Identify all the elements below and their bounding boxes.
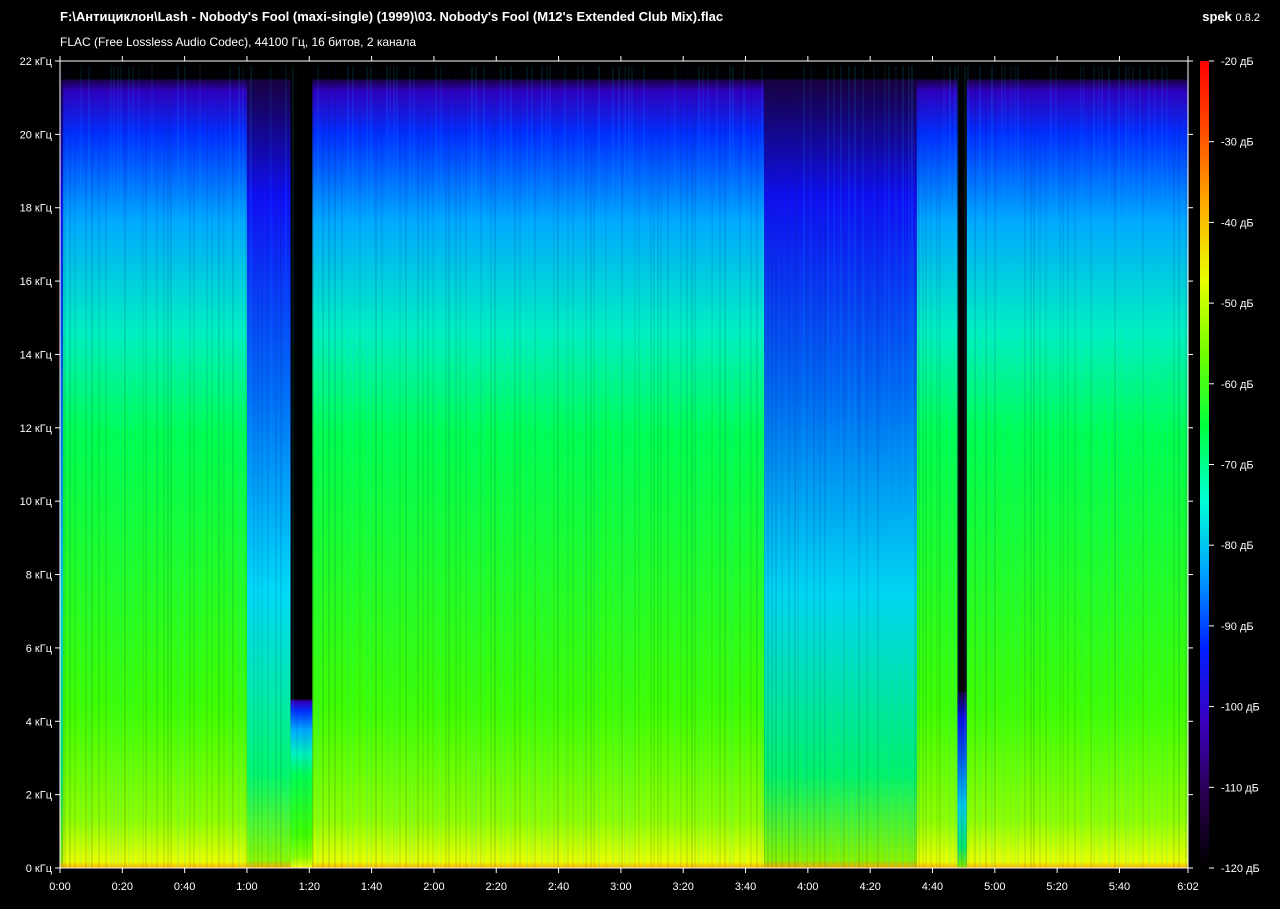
colorbar-tick-label: -110 дБ: [1221, 782, 1259, 794]
colorbar: -20 дБ -30 дБ -40 дБ -50 дБ -60 дБ -70 дБ -80 …: [1200, 56, 1260, 875]
colorbar-tick-label: -80 дБ: [1221, 540, 1254, 552]
plot-frame: [59, 60, 1189, 869]
audio-format-info: FLAC (Free Lossless Audio Codec), 44100 …: [60, 35, 416, 49]
x-tick-label: 1:00: [236, 881, 257, 893]
y-tick-label: 0 кГц: [26, 863, 53, 875]
x-tick-label: 3:00: [610, 881, 631, 893]
x-tick-label: 5:40: [1109, 881, 1130, 893]
x-tick-label: 2:20: [486, 881, 507, 893]
app-name-label: spek 0.8.2: [1202, 9, 1260, 24]
spectral-region-6: [916, 79, 958, 868]
y-tick-label: 16 кГц: [20, 276, 53, 288]
spectral-region-2: [246, 79, 291, 868]
spectral-region-8: [966, 79, 1188, 868]
x-tick-label: 4:00: [797, 881, 818, 893]
file-path-title: F:\Антициклон\Lash - Nobody's Fool (maxi…: [60, 9, 724, 24]
y-tick-label: 4 кГц: [26, 716, 53, 728]
colorbar-tick-label: -100 дБ: [1221, 702, 1260, 714]
colorbar-tick-label: -30 дБ: [1221, 137, 1254, 149]
colorbar-tick-label: -60 дБ: [1221, 379, 1254, 391]
y-tick-label: 14 кГц: [20, 349, 53, 361]
y-tick-label: 12 кГц: [20, 423, 53, 435]
colorbar-tick-label: -40 дБ: [1221, 217, 1254, 229]
spectral-region-3: [290, 699, 313, 868]
x-tick-label: 2:00: [423, 881, 444, 893]
y-tick-label: 22 кГц: [20, 56, 53, 68]
x-tick-label: 0:00: [49, 881, 70, 893]
spectral-region-0: [60, 79, 64, 868]
x-tick-label: 3:20: [672, 881, 693, 893]
app-version: 0.8.2: [1235, 12, 1260, 24]
x-tick-label: 2:40: [548, 881, 569, 893]
x-tick-label: 5:00: [984, 881, 1005, 893]
y-tick-label: 10 кГц: [20, 496, 53, 508]
y-tick-label: 18 кГц: [20, 203, 53, 215]
spectral-region-4: [312, 79, 765, 868]
x-tick-label: 1:40: [361, 881, 382, 893]
colorbar-tick-label: -50 дБ: [1221, 298, 1254, 310]
x-tick-label: 1:20: [299, 881, 320, 893]
app-name: spek: [1202, 9, 1232, 24]
x-tick-label: 3:40: [735, 881, 756, 893]
y-tick-label: 8 кГц: [26, 570, 53, 582]
spectrogram-plot: [60, 61, 1188, 868]
y-tick-label: 2 кГц: [26, 790, 53, 802]
colorbar-tick-label: -90 дБ: [1221, 621, 1254, 633]
y-tick-label: 20 кГц: [20, 129, 53, 141]
x-tick-label: 0:20: [112, 881, 133, 893]
colorbar-scale: [1200, 61, 1209, 868]
spectral-region-1: [63, 79, 247, 868]
spectral-region-5: [764, 79, 917, 868]
x-tick-label: 0:40: [174, 881, 195, 893]
x-tick-label: 6:02: [1177, 881, 1198, 893]
x-tick-label: 4:20: [859, 881, 880, 893]
chart-axes: 0 кГц 2 кГц 4 кГц 6 кГц 8 кГц 10 кГц 12 кГц 14 …: [20, 56, 1199, 893]
colorbar-tick-label: -70 дБ: [1221, 460, 1254, 472]
x-tick-label: 4:40: [922, 881, 943, 893]
y-tick-label: 6 кГц: [26, 643, 53, 655]
x-tick-label: 5:20: [1046, 881, 1067, 893]
colorbar-tick-label: -20 дБ: [1221, 56, 1254, 68]
colorbar-tick-label: -120 дБ: [1221, 863, 1260, 875]
spectral-region-7: [957, 691, 967, 868]
